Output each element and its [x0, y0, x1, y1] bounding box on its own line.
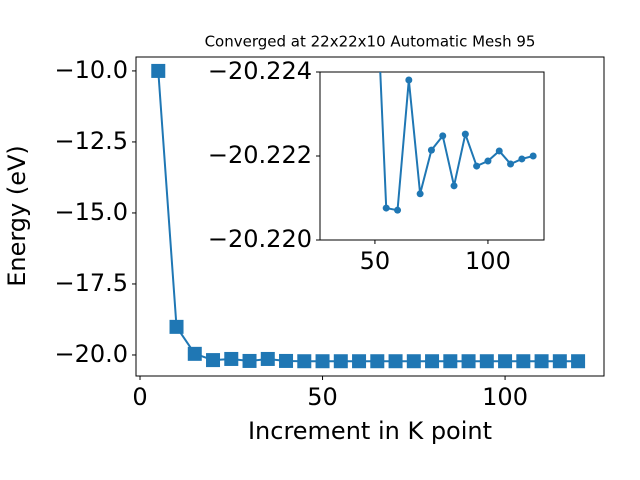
marker [242, 353, 257, 368]
marker [495, 147, 503, 155]
marker [507, 160, 515, 168]
y-tick-label: −20.0 [54, 340, 128, 368]
x-tick-label: 100 [482, 383, 528, 411]
chart-title: Converged at 22x22x10 Automatic Mesh 95 [205, 33, 536, 51]
x-tick-label: 100 [465, 247, 511, 275]
marker [416, 190, 424, 198]
marker [484, 157, 492, 165]
marker [425, 354, 440, 369]
marker [516, 354, 531, 369]
marker [461, 130, 469, 138]
y-tick-label: −12.5 [54, 127, 128, 155]
marker [571, 354, 586, 369]
marker [352, 354, 367, 369]
marker [388, 354, 403, 369]
plot-area [151, 63, 586, 369]
marker [443, 354, 458, 369]
y-tick-label: −20.222 [208, 141, 312, 169]
marker [450, 182, 458, 190]
marker [370, 354, 385, 369]
plot-frame [319, 71, 545, 241]
marker [279, 353, 294, 368]
y-tick-label: −10.0 [54, 56, 128, 84]
marker [260, 351, 275, 366]
marker [297, 354, 312, 369]
marker [187, 346, 202, 361]
x-tick-label: 0 [132, 383, 147, 411]
marker [427, 146, 435, 154]
marker [394, 206, 402, 214]
x-axis-label: Increment in K point [248, 417, 492, 445]
marker [224, 351, 239, 366]
marker [169, 319, 184, 334]
marker [518, 155, 526, 163]
marker [552, 354, 567, 369]
marker [206, 353, 221, 368]
y-tick-label: −20.220 [208, 225, 312, 253]
y-tick-label: −20.224 [208, 57, 312, 85]
marker [315, 354, 330, 369]
marker [333, 354, 348, 369]
y-tick-label: −17.5 [54, 269, 128, 297]
marker [498, 354, 513, 369]
plot-area [379, 72, 537, 214]
marker [382, 204, 390, 212]
marker [461, 354, 476, 369]
marker [439, 132, 447, 140]
x-tick-label: 50 [307, 383, 338, 411]
marker [479, 354, 494, 369]
marker [151, 63, 166, 78]
marker [529, 152, 537, 160]
marker [473, 162, 481, 170]
marker [406, 354, 421, 369]
marker [405, 76, 413, 84]
x-tick-label: 50 [360, 247, 391, 275]
y-axis-label: Energy (eV) [3, 145, 31, 287]
marker [534, 354, 549, 369]
y-tick-label: −15.0 [54, 198, 128, 226]
